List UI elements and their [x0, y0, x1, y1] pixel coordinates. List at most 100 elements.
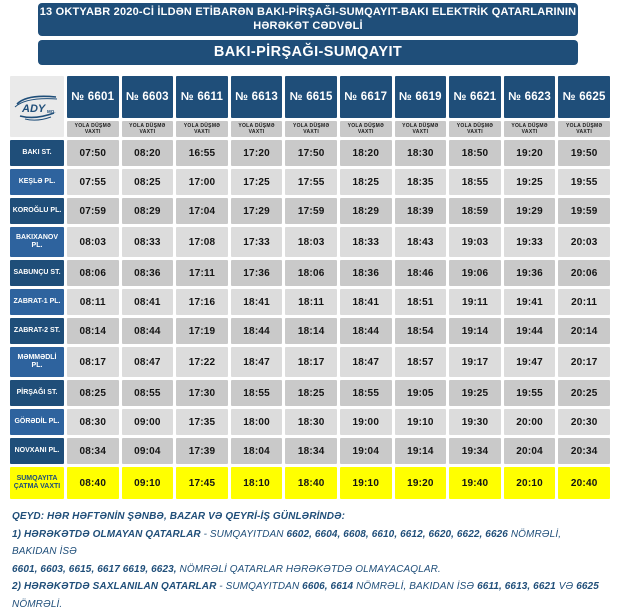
note-segment: 2) HƏRƏKƏTDƏ SAXLANILAN QATARLAR	[12, 581, 217, 592]
time-cell: 20:00	[503, 409, 556, 435]
time-cell: 18:46	[394, 260, 447, 286]
time-cell: 19:29	[503, 198, 556, 224]
time-cell: 08:25	[67, 380, 119, 406]
time-cell: 18:00	[230, 409, 283, 435]
note-line: QEYD: HƏR HƏFTƏNİN ŞƏNBƏ, BAZAR VƏ QEYRİ…	[12, 508, 608, 526]
note-segment: 1) HƏRƏKƏTDƏ OLMAYAN QATARLAR	[12, 528, 201, 540]
time-cell: 18:47	[230, 347, 283, 377]
note-segment: HƏR HƏFTƏNİN ŞƏNBƏ, BAZAR VƏ QEYRİ-İŞ GÜ…	[44, 511, 346, 522]
time-cell: 18:41	[230, 289, 283, 315]
time-cell: 18:10	[230, 467, 283, 499]
note-segment: 6625	[576, 581, 599, 592]
time-cell: 08:40	[67, 467, 119, 499]
time-cell: 20:03	[558, 227, 610, 257]
time-cell: 18:04	[230, 438, 283, 464]
station-cell: ZABRAT-2 ST.	[10, 318, 64, 344]
time-cell: 20:40	[558, 467, 610, 499]
time-cell: 20:11	[558, 289, 610, 315]
time-cell: 17:20	[230, 140, 283, 166]
time-cell: 18:41	[339, 289, 392, 315]
time-cell: 20:04	[503, 438, 556, 464]
time-cell: 08:36	[121, 260, 174, 286]
time-cell: 17:33	[230, 227, 283, 257]
time-cell: 20:25	[558, 380, 610, 406]
timetable-grid: ADY MO. № 6601 YOLA DÜŞMƏ VAXTI № 6603 YOLA…	[10, 76, 610, 499]
time-cell: 17:11	[176, 260, 228, 286]
time-cell: 18:43	[394, 227, 447, 257]
station-cell: MƏMMƏDLİ PL.	[10, 347, 64, 377]
departure-time-label: YOLA DÜŞMƏ VAXTI	[285, 121, 337, 137]
time-cell: 19:55	[503, 380, 556, 406]
time-cell: 20:34	[558, 438, 610, 464]
time-cell: 08:25	[121, 169, 174, 195]
time-cell: 19:06	[449, 260, 501, 286]
note-segment: 6606, 6614	[302, 581, 354, 592]
time-cell: 19:04	[339, 438, 392, 464]
time-cell: 08:33	[121, 227, 174, 257]
time-cell: 18:36	[339, 260, 392, 286]
time-cell: 17:25	[230, 169, 283, 195]
station-cell: SABUNÇU ST.	[10, 260, 64, 286]
departure-time-label: YOLA DÜŞMƏ VAXTI	[449, 121, 501, 137]
departure-time-label: YOLA DÜŞMƏ VAXTI	[67, 121, 119, 137]
note-segment: NÖMRƏLİ QATARLAR HƏRƏKƏTDƏ OLMAYACAQLAR.	[176, 563, 441, 575]
time-cell: 19:41	[503, 289, 556, 315]
departure-time-label: YOLA DÜŞMƏ VAXTI	[394, 121, 447, 137]
time-cell: 18:20	[339, 140, 392, 166]
station-cell: ZABRAT-1 PL.	[10, 289, 64, 315]
station-cell: BAKIXANOV PL.	[10, 227, 64, 257]
train-column-header: № 6617	[339, 76, 392, 118]
time-cell: 17:55	[285, 169, 337, 195]
station-cell: PİRŞAĞI ST.	[10, 380, 64, 406]
time-cell: 18:29	[339, 198, 392, 224]
time-cell: 19:50	[558, 140, 610, 166]
time-cell: 08:14	[67, 318, 119, 344]
time-cell: 18:14	[285, 318, 337, 344]
time-cell: 18:55	[449, 169, 501, 195]
time-cell: 18:44	[230, 318, 283, 344]
time-cell: 08:06	[67, 260, 119, 286]
time-cell: 08:11	[67, 289, 119, 315]
time-cell: 18:55	[230, 380, 283, 406]
departure-time-label: YOLA DÜŞMƏ VAXTI	[121, 121, 174, 137]
schedule-title-line2: HƏRƏKƏT CƏDVƏLİ	[253, 19, 363, 32]
time-cell: 19:20	[503, 140, 556, 166]
time-cell: 07:50	[67, 140, 119, 166]
note-segment: 6601, 6603, 6615, 6617 6619, 6623,	[12, 563, 177, 575]
time-cell: 09:10	[121, 467, 174, 499]
time-cell: 19:25	[503, 169, 556, 195]
time-cell: 08:03	[67, 227, 119, 257]
time-cell: 19:14	[394, 438, 447, 464]
time-cell: 18:11	[285, 289, 337, 315]
time-cell: 18:55	[339, 380, 392, 406]
departure-time-label: YOLA DÜŞMƏ VAXTI	[558, 121, 610, 137]
time-cell: 20:10	[503, 467, 556, 499]
time-cell: 08:55	[121, 380, 174, 406]
time-cell: 17:50	[285, 140, 337, 166]
time-cell: 18:40	[285, 467, 337, 499]
time-cell: 18:50	[449, 140, 501, 166]
departure-time-label: YOLA DÜŞMƏ VAXTI	[339, 121, 392, 137]
note-segment: VƏ	[555, 581, 577, 592]
time-cell: 17:08	[176, 227, 228, 257]
time-cell: 18:54	[394, 318, 447, 344]
time-cell: 08:29	[121, 198, 174, 224]
time-cell: 19:03	[449, 227, 501, 257]
time-cell: 08:41	[121, 289, 174, 315]
time-cell: 19:33	[503, 227, 556, 257]
station-cell: BAKI ST.	[10, 140, 64, 166]
train-column-header: № 6621	[449, 76, 501, 118]
schedule-title-line1: 13 OKTYABR 2020-Cİ İLDƏN ETİBARƏN BAKI-P…	[39, 6, 577, 18]
time-cell: 18:57	[394, 347, 447, 377]
time-cell: 20:17	[558, 347, 610, 377]
train-column-header: № 6603	[121, 76, 174, 118]
time-cell: 18:30	[285, 409, 337, 435]
time-cell: 07:59	[67, 198, 119, 224]
train-column-header: № 6615	[285, 76, 337, 118]
time-cell: 08:34	[67, 438, 119, 464]
station-cell: SUMQAYITA ÇATMA VAXTI	[10, 467, 64, 499]
departure-time-label: YOLA DÜŞMƏ VAXTI	[230, 121, 283, 137]
time-cell: 19:55	[558, 169, 610, 195]
station-cell: KEŞLƏ PL.	[10, 169, 64, 195]
note-line: 1) HƏRƏKƏTDƏ OLMAYAN QATARLAR - SUMQAYIT…	[12, 526, 608, 561]
